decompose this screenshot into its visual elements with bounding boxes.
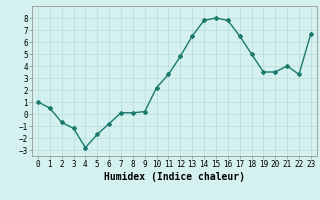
X-axis label: Humidex (Indice chaleur): Humidex (Indice chaleur) (104, 172, 245, 182)
